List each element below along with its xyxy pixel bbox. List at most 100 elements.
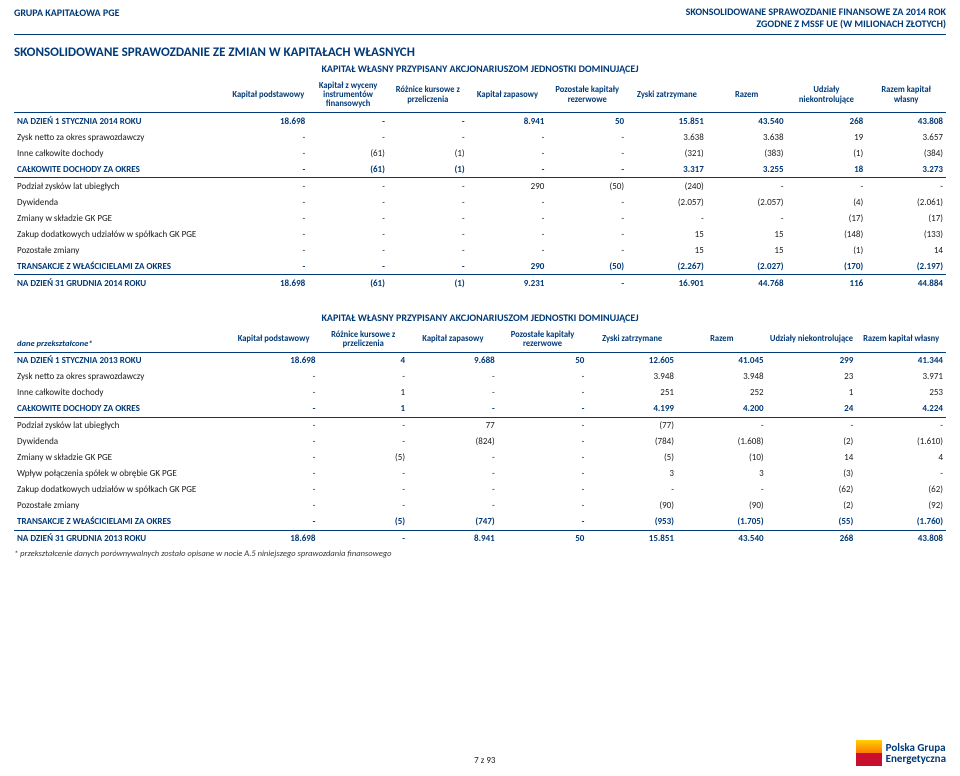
cell: (4) (787, 194, 867, 210)
cell: (2.057) (707, 194, 787, 210)
cell: 9.231 (468, 275, 548, 292)
cell: 251 (587, 385, 677, 401)
cell: 15 (707, 226, 787, 242)
cell: (90) (587, 498, 677, 514)
cell: - (388, 226, 468, 242)
cell: 43.540 (707, 113, 787, 130)
cell: 4.199 (587, 401, 677, 418)
cell: - (388, 242, 468, 258)
cell: 50 (498, 530, 588, 547)
cell: (2) (767, 498, 857, 514)
row-label: NA DZIEŃ 31 GRUDNIA 2014 ROKU (14, 275, 228, 292)
cell: - (228, 194, 308, 210)
cell: (55) (767, 514, 857, 531)
logo-text-2: Energetyczna (886, 753, 946, 764)
col-header (14, 79, 228, 113)
cell: - (229, 482, 319, 498)
cell: 18.698 (228, 113, 308, 130)
logo-icon (856, 740, 882, 766)
cell: 41.344 (856, 352, 946, 369)
table-row: Wpływ połączenia spółek w obrębie GK PGE… (14, 466, 946, 482)
cell: 16.901 (627, 275, 707, 292)
table-row: TRANSAKCJE Z WŁAŚCICIELAMI ZA OKRES---29… (14, 258, 946, 275)
col-header: Kapitał z wyceny instrumentów finansowyc… (308, 79, 388, 113)
cell: (148) (787, 226, 867, 242)
cell: - (318, 369, 408, 385)
cell: 3 (587, 466, 677, 482)
cell: - (229, 401, 319, 418)
cell: - (498, 450, 588, 466)
cell: 3.273 (866, 161, 946, 178)
cell: 8.941 (408, 530, 498, 547)
row-label: Zakup dodatkowych udziałów w spółkach GK… (14, 482, 229, 498)
cell: - (229, 450, 319, 466)
cell: - (547, 161, 627, 178)
cell: (61) (308, 161, 388, 178)
cell: - (228, 178, 308, 195)
cell: 3.317 (627, 161, 707, 178)
cell: - (228, 161, 308, 178)
cell: (62) (856, 482, 946, 498)
cell: 3.948 (587, 369, 677, 385)
col-header: Zyski zatrzymane (627, 79, 707, 113)
cell: 18.698 (229, 352, 319, 369)
cell: 3.638 (707, 129, 787, 145)
row-label: Podział zysków lat ubiegłych (14, 417, 229, 434)
col-header: Kapitał podstawowy (228, 79, 308, 113)
table-row: Zysk netto za okres sprawozdawczy----3.9… (14, 369, 946, 385)
section-title: SKONSOLIDOWANE SPRAWOZDANIE ZE ZMIAN W K… (0, 41, 960, 60)
table-row: Zakup dodatkowych udziałów w spółkach GK… (14, 482, 946, 498)
cell: - (498, 434, 588, 450)
cell: - (228, 210, 308, 226)
cell: - (547, 275, 627, 292)
row-label: Zmiany w składzie GK PGE (14, 210, 228, 226)
cell: - (498, 514, 588, 531)
cell: 44.884 (866, 275, 946, 292)
cell: 268 (767, 530, 857, 547)
cell: - (229, 514, 319, 531)
cell: - (308, 129, 388, 145)
cell: - (408, 498, 498, 514)
cell: - (468, 194, 548, 210)
cell: (50) (547, 178, 627, 195)
cell: (2.197) (866, 258, 946, 275)
doc-header-right-2: ZGODNE Z MSSF UE (W MILIONACH ZŁOTYCH) (686, 18, 946, 30)
col-header: Udziały niekontrolujące (767, 328, 857, 352)
col-header: Różnice kursowe z przeliczenia (388, 79, 468, 113)
table-row: Pozostałe zmiany----(90)(90)(2)(92) (14, 498, 946, 514)
col-header: Kapitał zapasowy (468, 79, 548, 113)
cell: (133) (866, 226, 946, 242)
cell: 4.200 (677, 401, 767, 418)
cell: - (318, 434, 408, 450)
cell: - (547, 242, 627, 258)
cell: - (388, 258, 468, 275)
cell: (1.705) (677, 514, 767, 531)
cell: (384) (866, 145, 946, 161)
cell: - (318, 417, 408, 434)
table-row: Zmiany w składzie GK PGE-(5)--(5)(10)144 (14, 450, 946, 466)
table-row: CAŁKOWITE DOCHODY ZA OKRES-(61)(1)--3.31… (14, 161, 946, 178)
cell: 15.851 (587, 530, 677, 547)
logo: Polska Grupa Energetyczna (856, 740, 946, 766)
cell: - (408, 369, 498, 385)
cell: (2.027) (707, 258, 787, 275)
cell: 15 (627, 226, 707, 242)
col-header: Razem kapitał własny (856, 328, 946, 352)
cell: 268 (787, 113, 867, 130)
table-row: Inne całkowite dochody-1--2512521253 (14, 385, 946, 401)
col-header: Pozostałe kapitały rezerwowe (498, 328, 588, 352)
cell: - (228, 242, 308, 258)
cell: - (229, 498, 319, 514)
col-header: Zyski zatrzymane (587, 328, 677, 352)
cell: - (228, 258, 308, 275)
cell: (240) (627, 178, 707, 195)
cell: (61) (308, 275, 388, 292)
cell: 14 (767, 450, 857, 466)
cell: 44.768 (707, 275, 787, 292)
col-header: Kapitał zapasowy (408, 328, 498, 352)
cell: 252 (677, 385, 767, 401)
col-header: Różnice kursowe z przeliczenia (318, 328, 408, 352)
row-label: Wpływ połączenia spółek w obrębie GK PGE (14, 466, 229, 482)
row-label: CAŁKOWITE DOCHODY ZA OKRES (14, 401, 229, 418)
cell: - (388, 113, 468, 130)
